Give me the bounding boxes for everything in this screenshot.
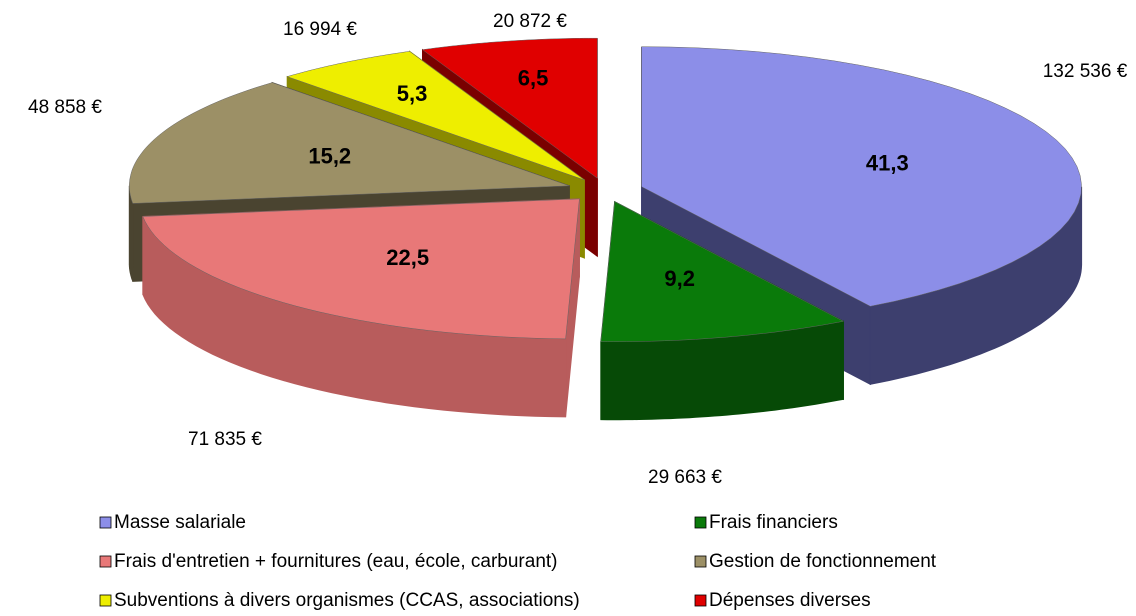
value-label: 22,5 [386,245,429,270]
slice-top [129,82,570,204]
amount-label: 132 536 € [1043,61,1128,82]
slice [142,198,580,418]
legend-label: Frais d'entretien + fournitures (eau, éc… [114,551,558,572]
slice-top [286,51,585,181]
slice-top [600,201,845,342]
slice-top [641,46,1082,307]
legend-label: Masse salariale [114,512,246,533]
legend-label: Dépenses diverses [709,590,871,611]
amount-label: 71 835 € [188,429,262,450]
value-label: 6,5 [518,65,549,90]
amount-label: 29 663 € [648,467,722,488]
amount-label: 48 858 € [28,97,102,118]
legend-swatch [694,516,707,529]
legend-label: Frais financiers [709,512,838,533]
legend-swatch [99,594,112,607]
amount-label: 16 994 € [283,19,357,40]
legend-swatch [99,516,112,529]
slice-top [142,198,580,340]
slice-top [421,37,598,179]
slice [600,200,845,421]
value-label: 5,3 [397,81,428,106]
legend-label: Gestion de fonctionnement [709,551,937,572]
value-label: 41,3 [866,151,909,176]
value-label: 9,2 [664,266,695,291]
legend-label: Subventions à divers organismes (CCAS, a… [114,590,580,611]
legend-swatch [99,555,112,568]
value-label: 15,2 [308,144,351,169]
legend-swatch [694,555,707,568]
legend-swatch [694,594,707,607]
amount-label: 20 872 € [493,11,567,32]
